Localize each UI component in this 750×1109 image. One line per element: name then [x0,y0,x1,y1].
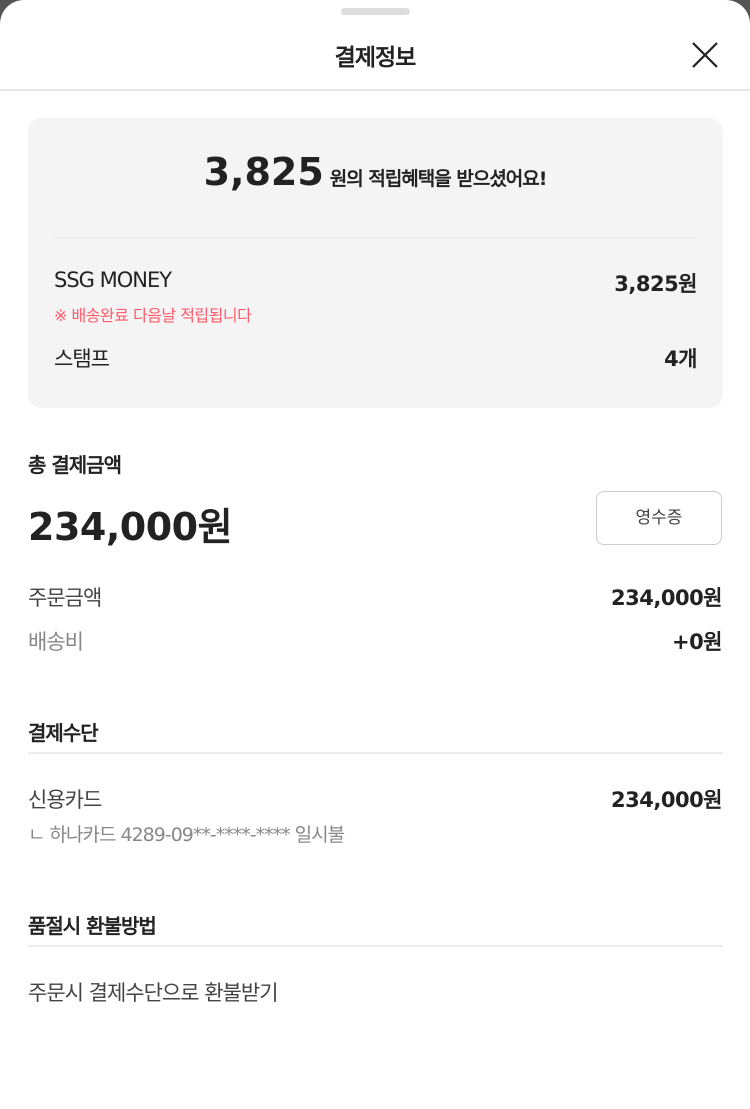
shipping-value: +0원 [671,630,723,654]
close-icon[interactable] [690,40,720,70]
card-divider [54,237,697,238]
benefit-card [28,118,723,408]
drag-handle[interactable] [341,8,410,15]
payment-title: 결제수단 [28,721,99,745]
payment-method: 신용카드 [28,788,102,812]
header-divider [0,89,750,91]
total-amount: 234,000원 [28,505,233,549]
receipt-button[interactable]: 영수증 [596,491,722,545]
order-amount-value: 234,000원 [611,586,722,610]
benefit-message: 원의 적립혜택을 받으셨어요! [329,168,548,190]
benefit-summary: 3,825 원의 적립혜택을 받으셨어요! [0,150,750,194]
refund-method: 주문시 결제수단으로 환불받기 [28,981,279,1005]
benefit-amount: 3,825 [203,150,324,194]
payment-amount: 234,000원 [611,788,722,812]
stamp-label: 스탬프 [54,347,110,371]
payment-divider [28,752,723,754]
shipping-label: 배송비 [28,630,84,654]
ssg-money-value: 3,825원 [614,272,697,296]
ssg-money-label: SSG MONEY [54,268,172,292]
refund-divider [28,945,723,947]
order-amount-label: 주문금액 [28,586,102,610]
page-title: 결제정보 [334,45,417,71]
refund-title: 품절시 환불방법 [28,914,157,938]
card-detail: ㄴ 하나카드 4289-09**-****-**** 일시불 [28,824,345,846]
total-title: 총 결제금액 [28,453,122,477]
ssg-money-note: ※ 배송완료 다음날 적립됩니다 [54,306,252,325]
stamp-value: 4개 [664,347,697,371]
